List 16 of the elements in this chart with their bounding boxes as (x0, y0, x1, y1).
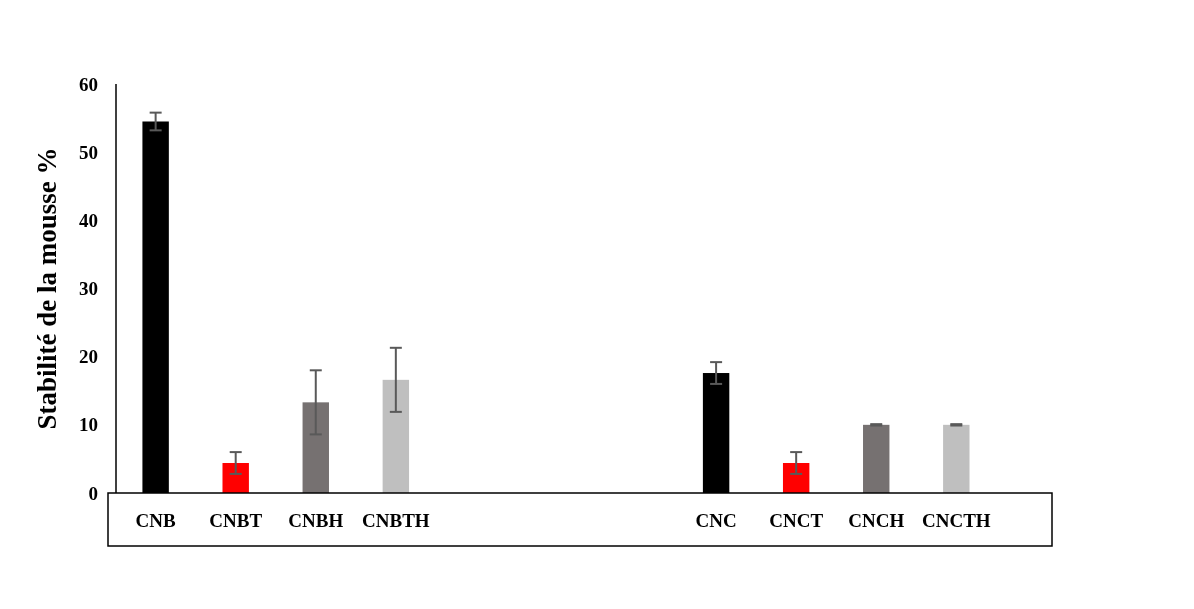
x-tick-label: CNCH (848, 510, 905, 531)
y-tick-label: 30 (79, 278, 98, 300)
y-tick-label: 50 (79, 141, 98, 163)
x-tick-label: CNCTH (921, 510, 991, 531)
x-tick-label: CNC (695, 510, 737, 531)
y-tick-label: 60 (79, 73, 98, 95)
y-tick-label: 10 (79, 414, 98, 436)
y-axis-title: Stabilité de la mousse % (32, 147, 62, 430)
x-tick-label: CNBTH (362, 510, 430, 531)
x-tick-label: CNBH (288, 510, 344, 531)
x-tick-label: CNCT (769, 510, 824, 531)
y-tick-label: 40 (79, 209, 98, 231)
y-tick-label: 0 (88, 482, 98, 504)
x-tick-label: CNBT (209, 510, 263, 531)
x-tick-label: CNB (135, 510, 177, 531)
y-tick-label: 20 (79, 346, 98, 368)
